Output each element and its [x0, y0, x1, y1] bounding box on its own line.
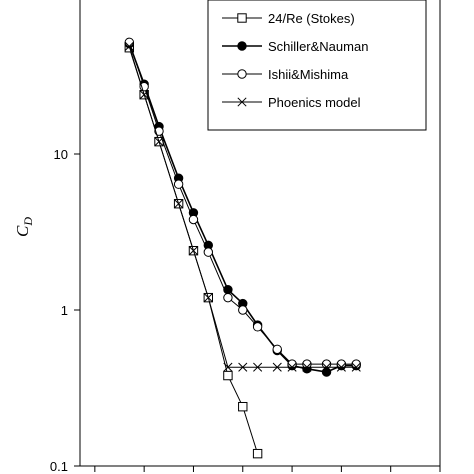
data-point — [351, 362, 361, 372]
x-marker-stroke — [287, 362, 297, 372]
x-marker-stroke — [253, 362, 263, 372]
data-point — [139, 90, 149, 100]
series-layer — [124, 37, 361, 459]
x-marker-stroke — [336, 362, 346, 372]
data-point — [336, 362, 346, 372]
data-point — [253, 362, 263, 372]
y-axis-title: CD — [13, 217, 35, 237]
x-axis-ticks — [94, 466, 441, 472]
x-marker-stroke — [321, 362, 332, 372]
data-point — [238, 362, 248, 372]
data-point — [223, 292, 233, 303]
y-axis-title-subscript: D — [21, 217, 35, 227]
x-marker-stroke — [203, 293, 213, 303]
data-point — [287, 359, 297, 369]
data-point — [336, 359, 347, 369]
data-point — [321, 367, 332, 377]
legend-label: Phoenics model — [268, 95, 361, 110]
legend-item: Ishii&Mishima — [222, 67, 349, 82]
legend-label: 24/Re (Stokes) — [268, 11, 355, 26]
data-point — [188, 246, 199, 256]
data-point — [238, 401, 248, 412]
legend-marker — [237, 97, 247, 107]
y-axis-title-main: C — [13, 225, 32, 237]
data-point — [321, 359, 332, 369]
x-marker-stroke — [154, 137, 164, 147]
data-point — [203, 293, 213, 303]
data-point — [173, 179, 184, 189]
x-marker-stroke — [237, 97, 247, 107]
data-point — [272, 344, 282, 354]
x-marker-stroke — [272, 362, 282, 372]
x-marker-stroke — [139, 90, 149, 100]
plot-border — [79, 0, 441, 467]
y-tick-label: 10 — [54, 147, 68, 162]
data-point — [124, 37, 135, 48]
data-point — [321, 362, 332, 372]
legend-marker — [237, 13, 247, 23]
data-point — [238, 305, 248, 315]
x-marker-stroke — [188, 246, 199, 256]
data-point — [188, 214, 199, 225]
data-point — [252, 322, 263, 332]
legend: 24/Re (Stokes) Schiller&Nauman Ishii&Mishi… — [207, 0, 427, 131]
data-point — [302, 362, 312, 372]
series-phoenics-model — [124, 41, 361, 372]
x-marker-stroke — [302, 362, 312, 372]
data-point — [351, 359, 361, 369]
x-marker-stroke — [124, 41, 134, 51]
data-point — [203, 247, 214, 257]
data-point — [124, 41, 134, 51]
y-axis-ticks: 0.1 1 10 — [50, 147, 80, 474]
legend-marker — [237, 69, 247, 79]
data-point — [302, 359, 312, 369]
data-point — [223, 362, 233, 372]
data-point — [174, 199, 184, 209]
x-marker-stroke — [351, 362, 361, 372]
data-point — [272, 362, 282, 372]
x-marker-stroke — [223, 362, 233, 372]
data-point — [252, 448, 263, 459]
series-ishii-mishima — [124, 37, 361, 369]
legend-label: Ishii&Mishima — [268, 67, 349, 82]
data-point — [223, 370, 233, 381]
plot-frame — [79, 0, 441, 467]
legend-item: Schiller&Nauman — [222, 39, 368, 54]
x-marker-stroke — [238, 362, 248, 372]
data-point — [287, 362, 297, 372]
legend-marker — [237, 41, 247, 51]
legend-item: 24/Re (Stokes) — [222, 11, 355, 26]
y-tick-label: 0.1 — [50, 459, 68, 474]
legend-item: Phoenics model — [222, 95, 361, 110]
legend-label: Schiller&Nauman — [268, 39, 368, 54]
y-tick-label: 1 — [61, 303, 68, 318]
x-marker-stroke — [174, 199, 184, 209]
data-point — [154, 137, 164, 147]
